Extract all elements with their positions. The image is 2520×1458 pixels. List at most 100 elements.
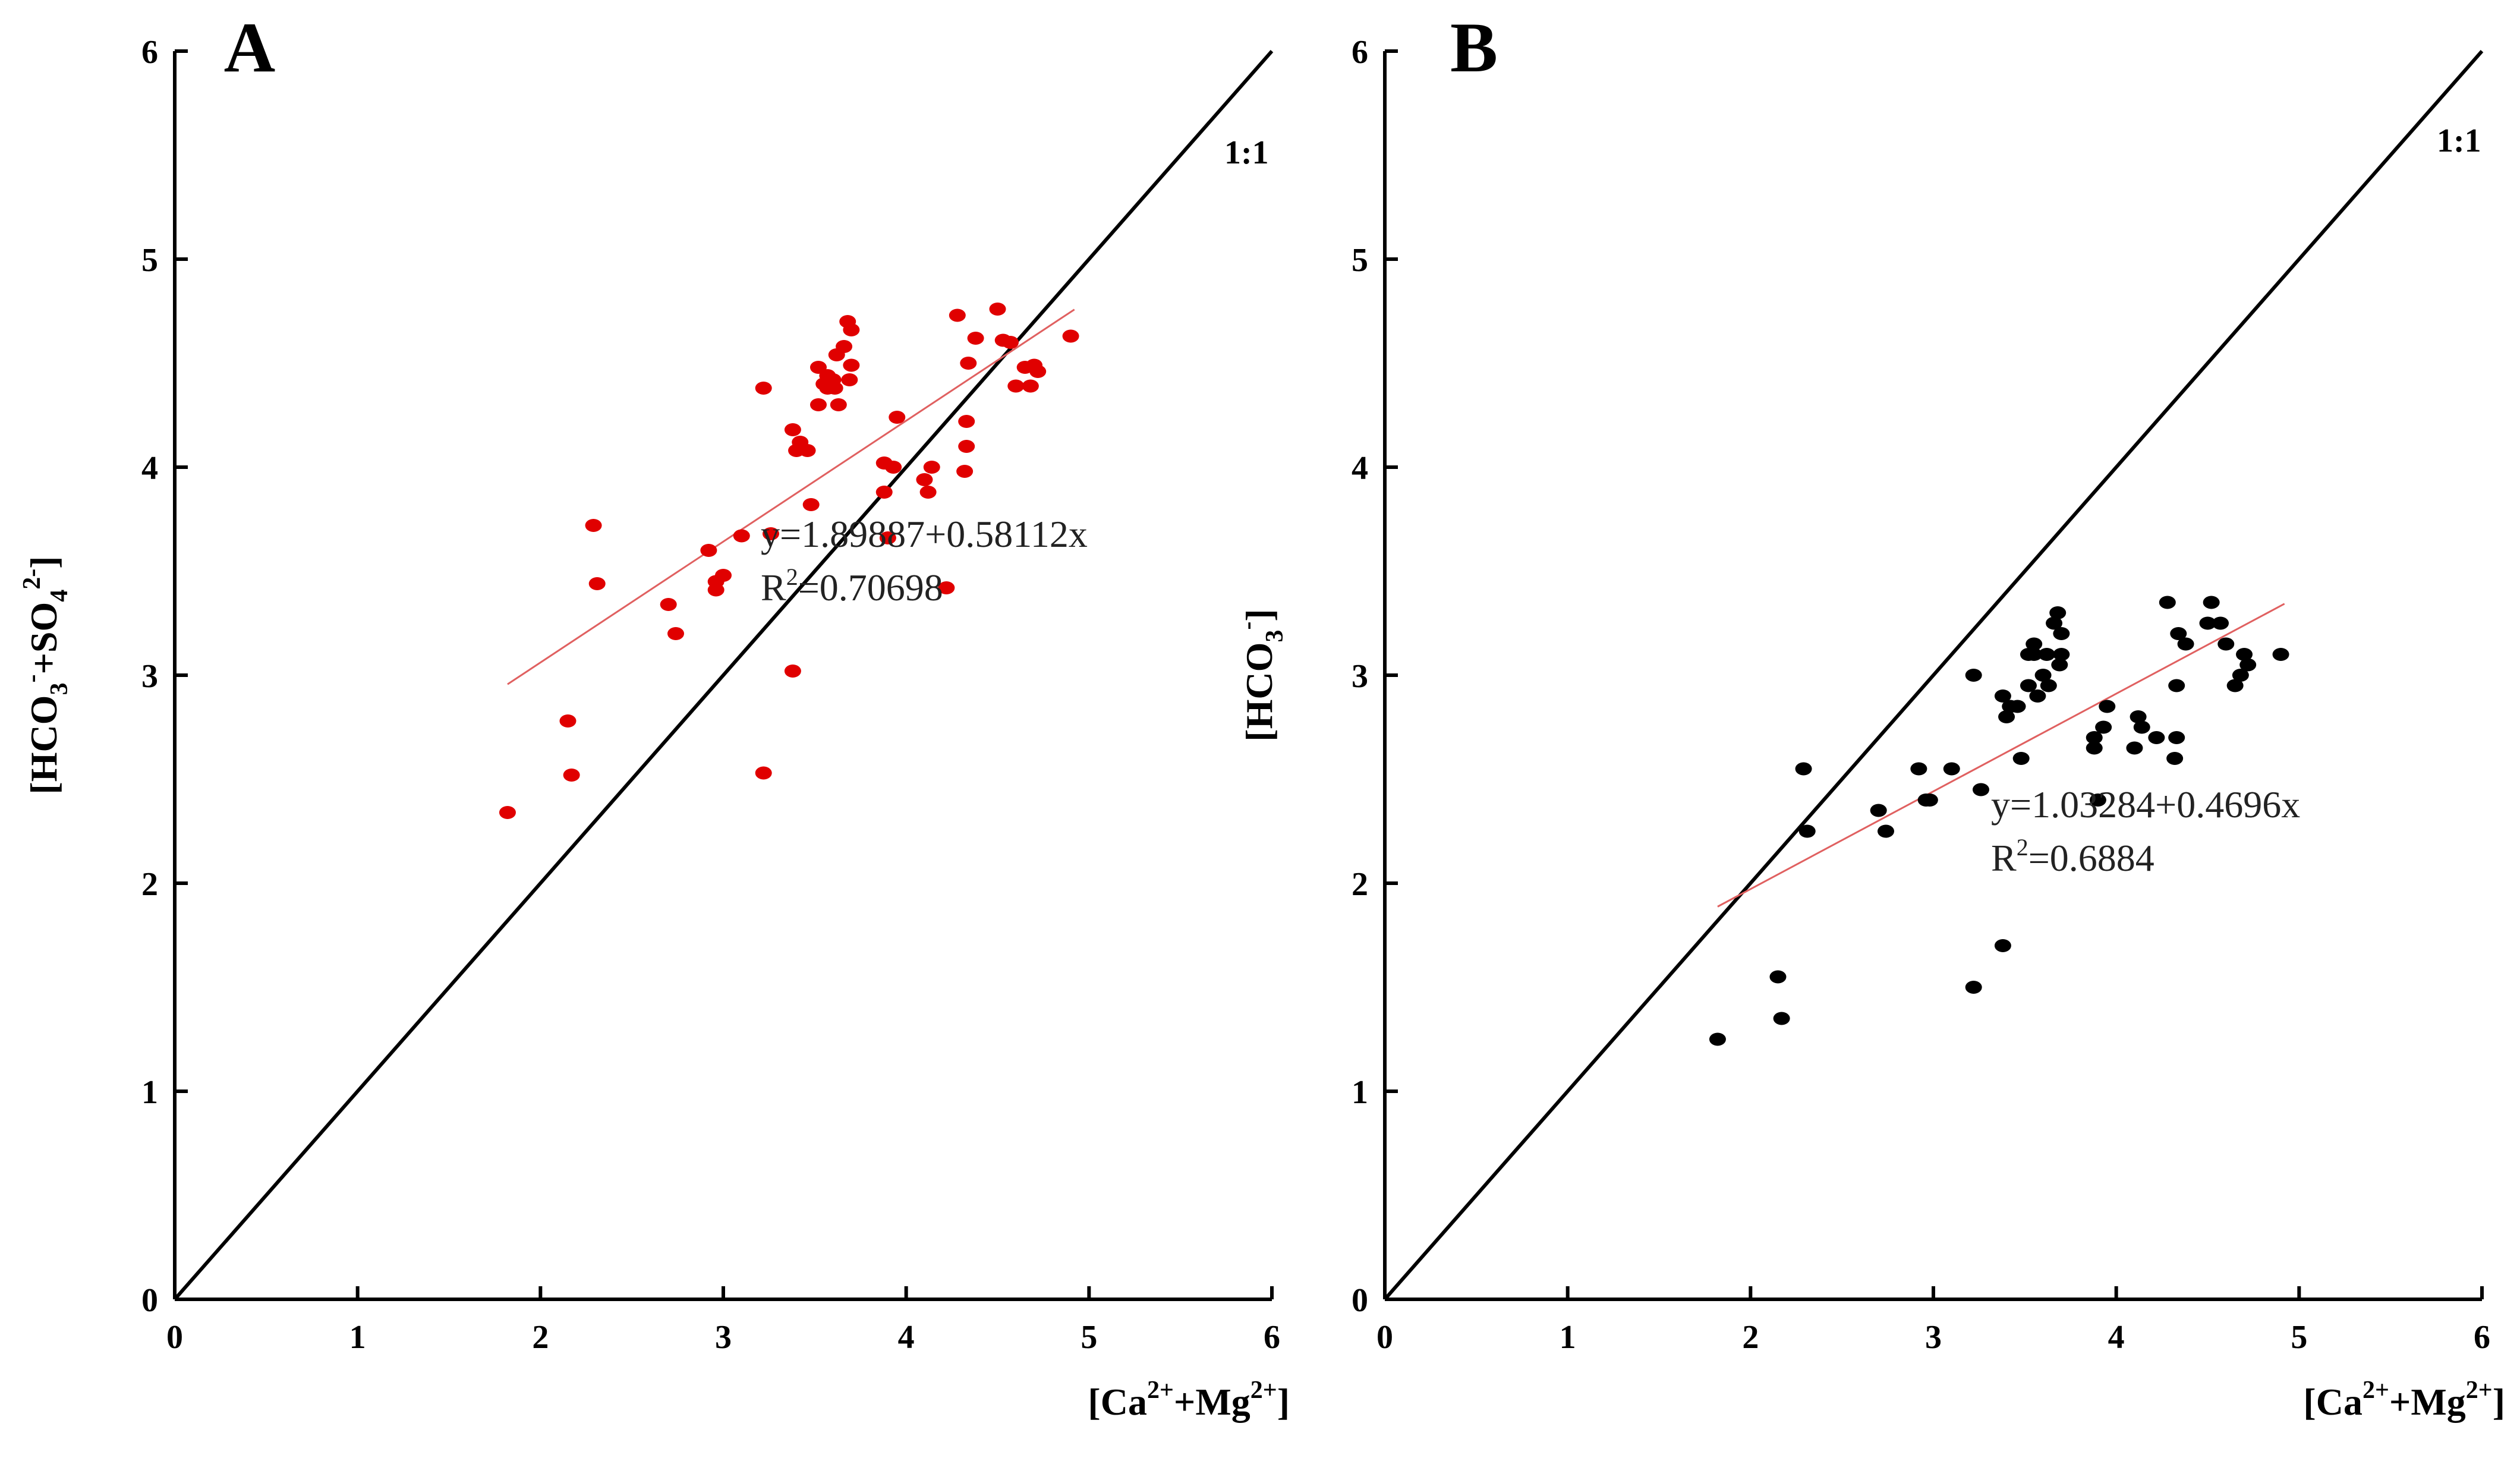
data-point bbox=[784, 665, 801, 678]
data-point bbox=[938, 581, 955, 594]
y-title-sup: 2- bbox=[18, 569, 46, 590]
x-title-sup: 2+ bbox=[1147, 1377, 1174, 1404]
ratio-label: 1:1 bbox=[2437, 122, 2481, 159]
r-squared: R2=0.6884 bbox=[1991, 834, 2154, 879]
x-tick-label: 4 bbox=[2108, 1319, 2125, 1356]
data-point bbox=[1029, 365, 1047, 378]
data-point bbox=[2086, 731, 2103, 744]
data-point bbox=[967, 332, 984, 345]
data-point bbox=[2089, 793, 2106, 807]
data-point bbox=[923, 461, 940, 474]
y-tick-label: 4 bbox=[141, 450, 158, 487]
data-point bbox=[2009, 700, 2026, 713]
x-title-sup: 2+ bbox=[2466, 1377, 2493, 1404]
data-point bbox=[843, 323, 860, 336]
y-axis-title: [HCO3-+SO42-] bbox=[18, 556, 73, 794]
data-point bbox=[958, 415, 975, 428]
panel-label: A bbox=[224, 8, 276, 87]
data-point bbox=[2159, 596, 2176, 609]
data-point bbox=[2199, 616, 2216, 630]
data-point bbox=[2012, 752, 2030, 765]
y-tick-label: 5 bbox=[141, 242, 158, 279]
y-title-part: ] bbox=[23, 556, 65, 568]
r2-exponent: 2 bbox=[2017, 834, 2028, 861]
data-point bbox=[1965, 981, 1982, 994]
x-title-sup: 2+ bbox=[1250, 1377, 1277, 1404]
data-point bbox=[2029, 689, 2046, 703]
y-tick-label: 6 bbox=[141, 34, 158, 71]
data-point bbox=[989, 303, 1006, 316]
regression-equation: y=1.03284+0.4696x bbox=[1991, 783, 2300, 826]
data-point bbox=[499, 806, 516, 819]
data-point bbox=[960, 357, 977, 370]
data-point bbox=[830, 398, 847, 411]
y-tick-label: 4 bbox=[1352, 450, 1368, 487]
data-point bbox=[563, 769, 580, 782]
data-point bbox=[2026, 648, 2043, 661]
data-point bbox=[1972, 783, 1989, 796]
x-axis-title: [Ca2++Mg2+] bbox=[1088, 1377, 1290, 1423]
regression-equation: y=1.89887+0.58112x bbox=[761, 513, 1088, 555]
data-point bbox=[889, 411, 906, 424]
data-point bbox=[667, 627, 685, 640]
data-point bbox=[1773, 1012, 1790, 1025]
data-point bbox=[843, 358, 860, 372]
y-title-sub: 3 bbox=[46, 683, 73, 695]
data-point bbox=[755, 382, 772, 395]
data-point bbox=[2236, 648, 2253, 661]
y-tick-label: 1 bbox=[1352, 1074, 1368, 1111]
y-tick-label: 2 bbox=[1352, 866, 1368, 903]
x-tick-label: 5 bbox=[2291, 1319, 2307, 1356]
x-tick-label: 3 bbox=[715, 1319, 732, 1356]
r2-value: =0.70698 bbox=[798, 566, 943, 609]
data-point bbox=[2177, 637, 2194, 651]
data-point bbox=[2095, 720, 2112, 734]
data-point bbox=[836, 340, 853, 353]
data-point bbox=[802, 498, 820, 511]
x-tick-label: 0 bbox=[166, 1319, 183, 1356]
data-point bbox=[2170, 627, 2187, 640]
data-point bbox=[2026, 637, 2043, 651]
y-title-sup: - bbox=[1234, 622, 1261, 630]
data-point bbox=[875, 486, 893, 499]
data-point bbox=[841, 373, 858, 386]
data-point bbox=[559, 714, 577, 728]
data-point bbox=[2038, 648, 2055, 661]
data-point bbox=[733, 529, 750, 543]
data-point bbox=[2272, 648, 2289, 661]
y-tick-label: 2 bbox=[141, 866, 158, 903]
x-title-part: +Mg bbox=[2389, 1381, 2466, 1423]
data-point bbox=[1943, 762, 1960, 776]
data-point bbox=[2040, 679, 2057, 692]
x-title-part: ] bbox=[1277, 1381, 1290, 1423]
panel-label: B bbox=[1450, 8, 1498, 87]
r2-prefix: R bbox=[1991, 837, 2017, 879]
x-tick-label: 0 bbox=[1376, 1319, 1393, 1356]
data-point bbox=[2232, 669, 2249, 682]
data-point bbox=[1998, 710, 2015, 723]
data-point bbox=[784, 423, 801, 436]
data-point bbox=[1062, 329, 1079, 343]
data-point bbox=[1878, 824, 1895, 838]
data-point bbox=[1022, 379, 1039, 393]
x-tick-label: 5 bbox=[1081, 1319, 1097, 1356]
data-point bbox=[956, 465, 974, 478]
data-point bbox=[2126, 741, 2143, 755]
r2-value: =0.6884 bbox=[2028, 837, 2154, 879]
data-point bbox=[2049, 606, 2067, 619]
data-point bbox=[2148, 731, 2165, 744]
data-point bbox=[2168, 731, 2185, 744]
data-point bbox=[879, 531, 896, 544]
data-point bbox=[799, 444, 816, 457]
y-title-part: [HCO bbox=[1238, 643, 1280, 742]
data-point bbox=[1994, 939, 2011, 952]
data-point bbox=[2217, 637, 2235, 651]
data-point bbox=[1994, 689, 2011, 703]
y-tick-label: 6 bbox=[1352, 34, 1368, 71]
y-title-sup: - bbox=[18, 675, 46, 683]
data-point bbox=[755, 766, 772, 780]
data-point bbox=[809, 398, 827, 411]
